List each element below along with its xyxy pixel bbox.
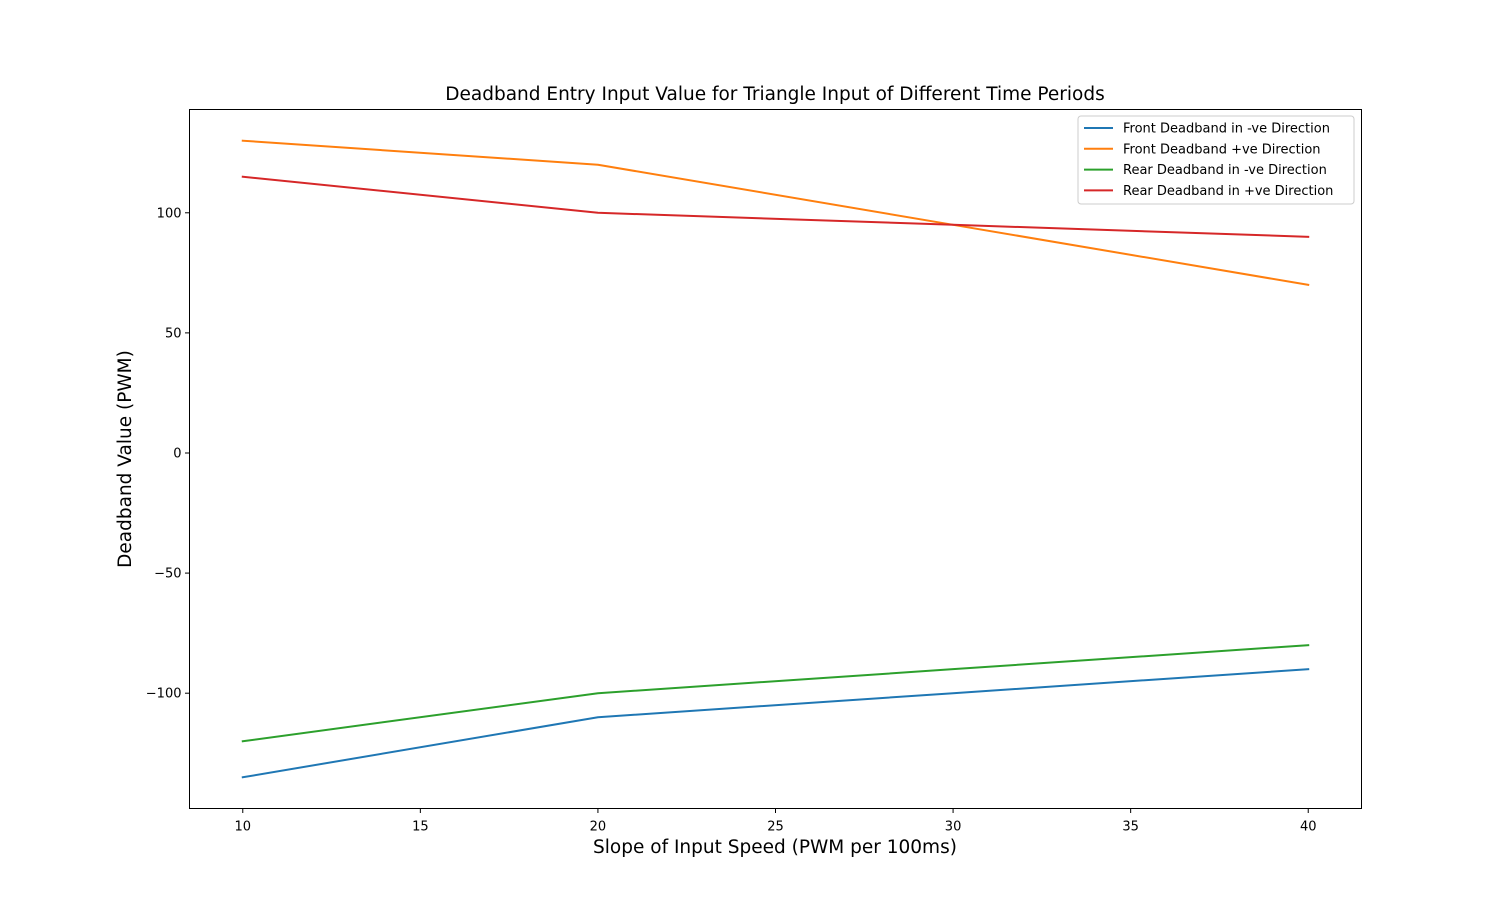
series-line-1 <box>241 668 1310 779</box>
x-axis-ticks: 10 15 20 25 30 35 40 <box>234 808 1317 835</box>
y-axis-title: Deadband Value (PWM) <box>115 350 136 568</box>
chart-title: Deadband Entry Input Value for Triangle … <box>445 84 1105 105</box>
y-tick-label: −50 <box>154 567 181 582</box>
series-line-2 <box>241 139 1310 287</box>
legend-label: Rear Deadband in +ve Direction <box>1123 184 1333 199</box>
x-tick-label: 30 <box>945 820 962 835</box>
y-tick-label: 50 <box>165 326 182 341</box>
legend-label: Rear Deadband in -ve Direction <box>1123 163 1327 178</box>
x-tick-label: 15 <box>412 820 429 835</box>
x-tick-label: 20 <box>590 820 607 835</box>
legend-label: Front Deadband in -ve Direction <box>1123 122 1330 137</box>
legend: Front Deadband in -ve Direction Front Dea… <box>1077 115 1355 205</box>
series-lines <box>241 139 1310 779</box>
y-axis-ticks: −100 −50 0 50 100 <box>146 206 190 702</box>
legend-box <box>1077 115 1355 205</box>
x-tick-label: 35 <box>1122 820 1139 835</box>
x-tick-label: 40 <box>1300 820 1317 835</box>
y-tick-label: 0 <box>173 446 181 461</box>
series-line-3 <box>241 644 1310 743</box>
legend-label: Front Deadband +ve Direction <box>1123 142 1321 157</box>
y-tick-label: −100 <box>146 687 182 702</box>
x-tick-label: 10 <box>234 820 251 835</box>
x-tick-label: 25 <box>767 820 784 835</box>
x-axis-title: Slope of Input Speed (PWM per 100ms) <box>593 837 957 858</box>
series-line-4 <box>241 175 1310 238</box>
y-tick-label: 100 <box>157 206 182 221</box>
plot-frame <box>189 109 1362 809</box>
